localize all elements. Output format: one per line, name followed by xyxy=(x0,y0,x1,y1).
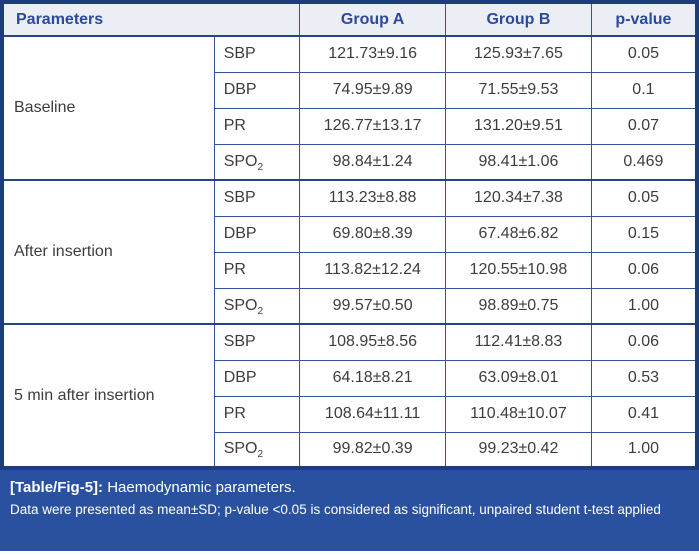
param-cell: DBP xyxy=(213,359,301,397)
group-a-cell: 113.23±8.88 xyxy=(299,179,447,217)
table-row: SPO2 99.82±0.39 99.23±0.42 1.00 xyxy=(2,431,698,469)
group-a-cell: 74.95±9.89 xyxy=(299,71,447,109)
group-b-cell: 120.34±7.38 xyxy=(445,179,592,217)
group-b-cell: 120.55±10.98 xyxy=(445,251,592,289)
table-row: DBP 64.18±8.21 63.09±8.01 0.53 xyxy=(2,359,698,397)
param-cell: SBP xyxy=(213,179,301,217)
group-a-cell: 113.82±12.24 xyxy=(299,251,447,289)
group-b-cell: 112.41±8.83 xyxy=(445,323,592,361)
figure-title: Haemodynamic parameters. xyxy=(103,479,296,496)
caption-note: Data were presented as mean±SD; p-value … xyxy=(10,502,661,517)
header-cell-group-b: Group B xyxy=(445,1,592,37)
p-value-cell: 1.00 xyxy=(590,431,698,469)
p-value-cell: 0.469 xyxy=(590,143,698,181)
table-row: Baseline SBP 121.73±9.16 125.93±7.65 0.0… xyxy=(1,35,698,181)
table-row: 5 min after insertion SBP 108.95±8.56 11… xyxy=(1,323,698,469)
param-label: SPO xyxy=(223,440,258,458)
param-cell: PR xyxy=(213,395,301,433)
haemodynamic-table: Parameters Group A Group B p-value Basel… xyxy=(0,0,699,470)
p-value-cell: 0.07 xyxy=(590,107,698,145)
param-subscript: 2 xyxy=(257,449,264,461)
caption-band: [Table/Fig-5]: Haemodynamic parameters. … xyxy=(0,470,699,551)
group-b-cell: 125.93±7.65 xyxy=(445,35,592,73)
param-cell: PR xyxy=(213,251,301,289)
section-label-after-insertion: After insertion xyxy=(1,179,215,325)
group-b-cell: 63.09±8.01 xyxy=(445,359,592,397)
group-a-cell: 98.84±1.24 xyxy=(299,143,447,181)
param-cell: SBP xyxy=(213,323,301,361)
p-value-cell: 0.05 xyxy=(590,179,698,217)
param-subscript: 2 xyxy=(257,161,264,173)
param-cell: DBP xyxy=(213,71,301,109)
group-b-cell: 67.48±6.82 xyxy=(445,215,592,253)
group-a-cell: 108.64±11.11 xyxy=(299,395,447,433)
param-cell: SPO2 xyxy=(213,287,301,325)
param-label: SPO xyxy=(223,296,258,314)
group-a-cell: 99.57±0.50 xyxy=(299,287,447,325)
param-cell: SPO2 xyxy=(213,431,301,469)
group-a-cell: 64.18±8.21 xyxy=(299,359,447,397)
figure-label: [Table/Fig-5]: xyxy=(10,479,104,496)
section-label-baseline: Baseline xyxy=(1,35,215,181)
p-value-cell: 0.15 xyxy=(590,215,698,253)
p-value-cell: 0.05 xyxy=(590,35,698,73)
param-cell: SBP xyxy=(213,35,301,73)
section-label-5min-after-insertion: 5 min after insertion xyxy=(1,323,215,469)
caption-title: [Table/Fig-5]: Haemodynamic parameters. xyxy=(10,479,687,496)
param-cell: SPO2 xyxy=(213,143,301,181)
group-a-cell: 108.95±8.56 xyxy=(299,323,447,361)
group-b-cell: 71.55±9.53 xyxy=(445,71,592,109)
table-row: SPO2 99.57±0.50 98.89±0.75 1.00 xyxy=(2,287,698,325)
table-row: DBP 74.95±9.89 71.55±9.53 0.1 xyxy=(2,71,698,109)
p-value-cell: 1.00 xyxy=(590,287,698,325)
group-b-cell: 131.20±9.51 xyxy=(445,107,592,145)
p-value-cell: 0.06 xyxy=(590,323,698,361)
group-a-cell: 99.82±0.39 xyxy=(299,431,447,469)
header-row: Parameters Group A Group B p-value xyxy=(1,1,698,37)
param-cell: DBP xyxy=(213,215,301,253)
group-b-cell: 110.48±10.07 xyxy=(445,395,592,433)
p-value-cell: 0.1 xyxy=(590,71,698,109)
header-cell-parameters: Parameters xyxy=(1,1,301,37)
table-row: After insertion SBP 113.23±8.88 120.34±7… xyxy=(1,179,698,325)
table-row: SPO2 98.84±1.24 98.41±1.06 0.469 xyxy=(2,143,698,181)
p-value-cell: 0.41 xyxy=(590,395,698,433)
group-b-cell: 98.41±1.06 xyxy=(445,143,592,181)
group-a-cell: 121.73±9.16 xyxy=(299,35,447,73)
header-cell-group-a: Group A xyxy=(299,1,447,37)
group-a-cell: 126.77±13.17 xyxy=(299,107,447,145)
table-row: PR 126.77±13.17 131.20±9.51 0.07 xyxy=(2,107,698,145)
param-subscript: 2 xyxy=(257,305,264,317)
table-row: DBP 69.80±8.39 67.48±6.82 0.15 xyxy=(2,215,698,253)
group-a-cell: 69.80±8.39 xyxy=(299,215,447,253)
p-value-cell: 0.06 xyxy=(590,251,698,289)
param-label: SPO xyxy=(223,152,258,170)
header-cell-p-value: p-value xyxy=(590,1,698,37)
param-cell: PR xyxy=(213,107,301,145)
group-b-cell: 98.89±0.75 xyxy=(445,287,592,325)
p-value-cell: 0.53 xyxy=(590,359,698,397)
group-b-cell: 99.23±0.42 xyxy=(445,431,592,469)
